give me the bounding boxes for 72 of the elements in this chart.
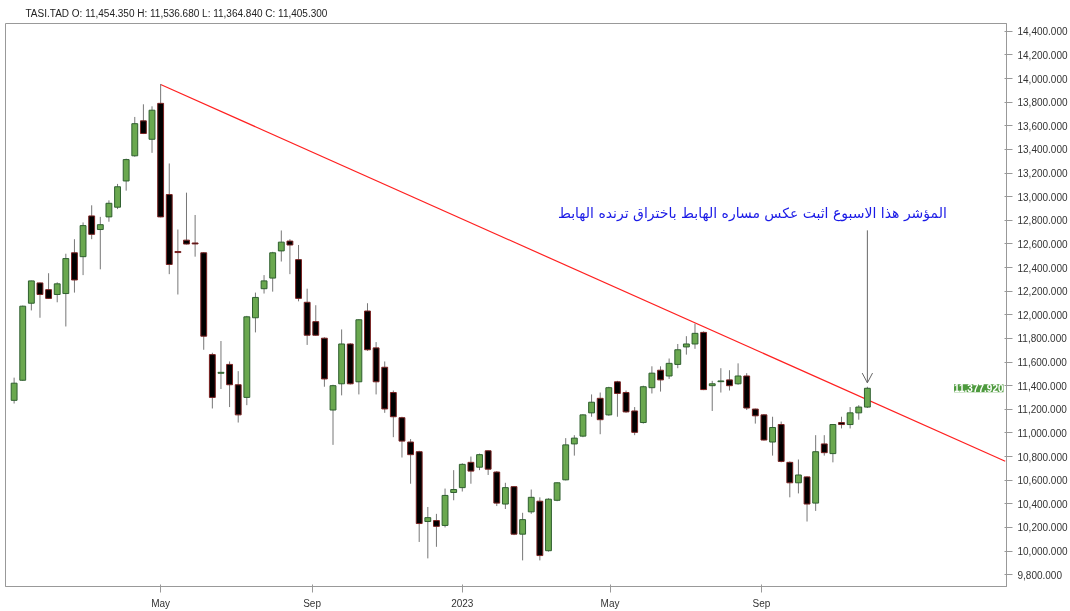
x-tick-label: Sep (752, 597, 771, 609)
chart-title: TASI.TAD O: 11,454.350 H: 11,536.680 L: 11,364.840 C: 11,405.300 (25, 7, 328, 19)
candlestick (717, 367, 725, 394)
candlestick (527, 489, 535, 515)
candlestick (10, 377, 18, 405)
candlestick (252, 292, 259, 333)
x-tick-label: Sep (303, 597, 322, 609)
y-tick-label: 11,800.000 (1017, 333, 1068, 345)
candlestick (734, 362, 742, 386)
candlestick (433, 513, 440, 548)
candlestick (139, 103, 147, 135)
candlestick (450, 469, 458, 501)
candlestick (398, 416, 406, 458)
x-tick-label: May (600, 597, 620, 609)
y-tick-label: 10,800.000 (1017, 451, 1068, 463)
y-tick-label: 12,800.000 (1017, 215, 1068, 227)
y-tick-label: 13,400.000 (1017, 144, 1068, 156)
y-tick-label: 13,800.000 (1017, 97, 1068, 109)
candlestick (424, 506, 432, 559)
candlestick (691, 323, 699, 350)
candlestick (191, 214, 199, 258)
y-tick-label: 12,000.000 (1017, 309, 1068, 321)
y-tick-label: 14,400.000 (1017, 26, 1068, 38)
candlestick (277, 229, 285, 263)
candlestick (596, 392, 604, 435)
candlestick (588, 393, 595, 418)
candlestick (458, 462, 466, 493)
y-tick-label: 11,200.000 (1017, 404, 1068, 416)
candlestick (708, 380, 716, 412)
candlestick (519, 512, 527, 561)
y-tick-label: 10,400.000 (1017, 498, 1068, 510)
y-tick-label: 13,000.000 (1017, 191, 1068, 203)
y-tick-label: 10,200.000 (1017, 522, 1068, 534)
candlestick (27, 280, 35, 311)
y-tick-label: 13,200.000 (1017, 168, 1068, 180)
candlestick (407, 438, 415, 485)
candlestick (682, 335, 690, 356)
y-tick-label: 14,000.000 (1017, 73, 1068, 85)
y-tick-label: 12,600.000 (1017, 238, 1068, 250)
y-tick-label: 14,200.000 (1017, 49, 1068, 61)
candlestick (260, 274, 268, 295)
candlestick (501, 482, 509, 510)
candlestick (183, 192, 190, 246)
y-tick-label: 11,400.000 (1017, 380, 1068, 392)
candlestick (88, 204, 96, 240)
candlestick (820, 434, 828, 457)
y-tick-label: 11,000.000 (1017, 427, 1068, 439)
candlestick (846, 406, 854, 429)
candlestick (286, 238, 294, 275)
candlestick (786, 460, 794, 498)
candlestick (726, 369, 733, 392)
candlestick (484, 449, 492, 476)
y-tick-label: 11,600.000 (1017, 357, 1068, 369)
candlestick (769, 416, 776, 457)
candlestick (467, 456, 475, 485)
candlestick (570, 434, 578, 457)
x-tick-label: May (151, 597, 171, 609)
annotation: المؤشر هذا الاسبوع اثبت عكس مساره الهابط باختراق ترنده الهابط (557, 204, 947, 222)
candlestick (96, 216, 104, 270)
candlestick (226, 360, 234, 408)
candlestick (217, 340, 225, 390)
y-tick-label: 10,000.000 (1017, 546, 1068, 558)
y-tick-label: 10,600.000 (1017, 475, 1068, 487)
y-tick-label: 12,400.000 (1017, 262, 1068, 274)
x-tick-label: 2023 (451, 597, 474, 609)
candlestick (657, 365, 664, 393)
annotation: 11,377.920 (954, 383, 1004, 395)
y-tick-label: 13,600.000 (1017, 120, 1068, 132)
candlestick (122, 158, 130, 192)
y-tick-label: 12,200.000 (1017, 286, 1068, 298)
candlestick (794, 459, 802, 494)
y-tick-label: 9,800.000 (1017, 569, 1063, 581)
